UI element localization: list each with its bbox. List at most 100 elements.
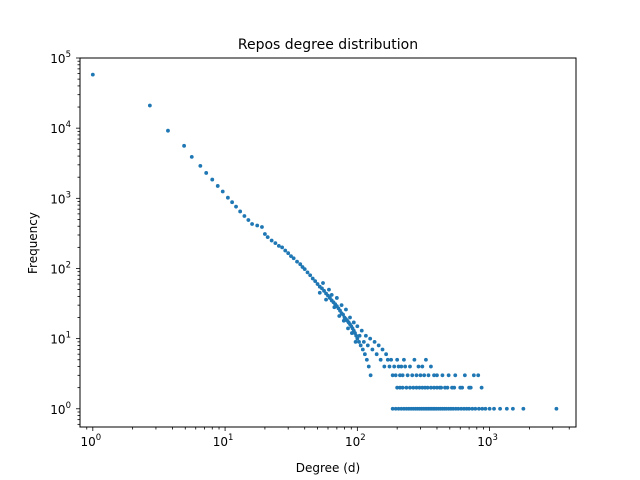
data-point [225,195,230,200]
data-point [456,406,461,411]
data-point [425,385,430,390]
x-tick-exponent: 3 [493,433,498,443]
data-point [471,373,476,378]
x-tick-label: 100 [80,433,101,449]
data-point [382,364,387,369]
data-point [402,357,406,362]
data-point [220,189,225,194]
data-point [372,339,377,344]
data-point [344,307,348,312]
data-point [374,352,379,357]
data-point [321,281,325,285]
data-point [363,333,368,338]
data-point [262,232,267,236]
data-point [265,235,270,240]
data-point [210,177,215,182]
data-point [414,373,419,378]
data-point [385,357,390,362]
data-point [353,339,358,344]
y-tick-label: 101 [50,331,71,347]
data-point [439,385,444,390]
data-point [305,270,310,275]
x-tick-base: 10 [477,435,492,449]
chart-title: Repos degree distribution [238,37,418,53]
data-point [420,385,425,390]
data-point [446,373,451,378]
y-tick-exponent: 1 [66,331,71,341]
x-tick-exponent: 0 [96,433,101,443]
data-point [462,406,466,411]
data-point [422,373,427,378]
data-point [283,248,288,253]
data-point [269,238,274,243]
data-point [426,373,431,378]
data-point [440,373,445,378]
data-point [487,406,492,411]
y-tick-base: 10 [50,262,65,276]
data-point [90,72,95,77]
data-point [215,184,220,188]
data-point [364,357,369,362]
data-point [414,385,419,390]
data-point [451,406,456,411]
data-point [408,364,412,369]
data-point [395,385,400,390]
data-point [404,385,409,390]
data-point [376,343,381,348]
x-tick-base: 10 [80,435,95,449]
data-point [453,373,458,378]
data-point [393,406,398,411]
y-tick-exponent: 4 [66,120,71,130]
data-point [395,357,400,362]
data-point [295,259,299,264]
data-point [324,297,328,302]
data-point [483,406,488,411]
y-tick-label: 105 [50,50,71,66]
data-point [411,385,416,390]
data-point [389,357,394,362]
y-tick-exponent: 3 [66,190,71,200]
data-point [477,406,481,411]
data-point [554,406,559,411]
data-point [286,251,291,256]
data-point [462,373,467,378]
data-point [327,287,331,292]
data-point [420,364,425,369]
data-point [504,406,509,411]
y-tick-label: 102 [50,260,71,276]
data-point [416,364,421,369]
y-axis-label: Frequency [26,212,40,274]
y-tick-exponent: 2 [66,260,71,270]
x-tick-exponent: 1 [228,433,233,443]
data-point [435,385,439,390]
data-point [390,373,395,378]
data-point [378,357,383,362]
data-point [368,336,373,341]
data-point [246,218,251,222]
data-point [166,128,170,133]
y-tick-base: 10 [50,333,65,347]
data-point [498,406,502,411]
data-point [412,357,417,362]
data-point [189,154,194,159]
data-point [405,373,410,378]
data-point [355,324,360,329]
data-point [147,103,152,108]
data-point [238,209,243,214]
data-point [473,406,478,411]
data-point [346,326,350,331]
data-point [362,352,367,357]
data-point [398,373,402,378]
data-point [350,331,354,335]
data-point [387,364,392,369]
data-point [348,315,352,320]
data-point [198,163,203,168]
data-point [250,222,254,226]
x-tick-exponent: 2 [360,433,365,443]
data-point [366,364,371,369]
data-point [298,262,303,267]
data-point [242,214,247,218]
data-point [357,333,362,338]
data-point [302,267,307,271]
